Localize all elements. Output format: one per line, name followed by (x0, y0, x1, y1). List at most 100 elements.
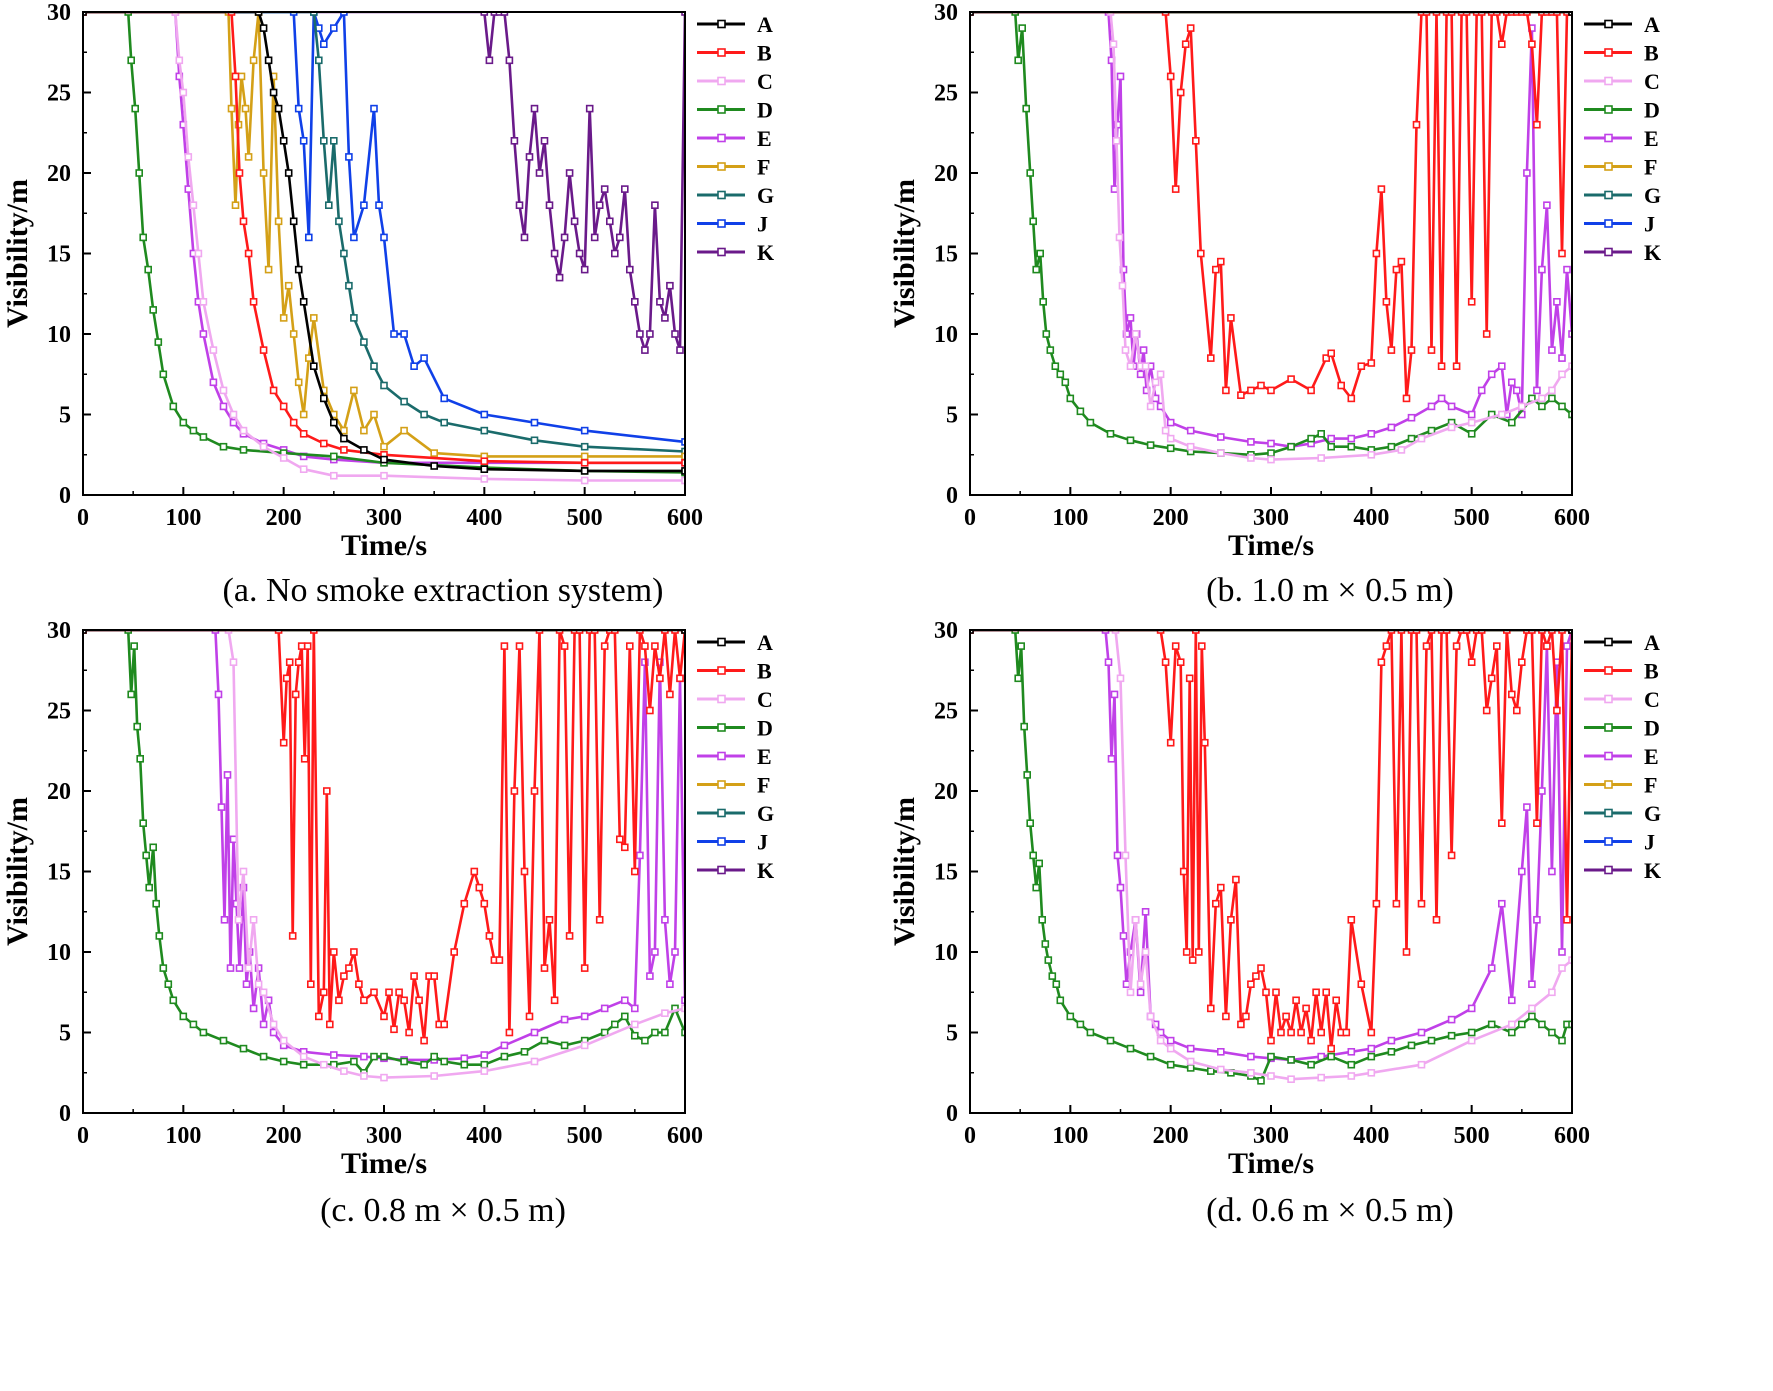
legend-marker-G (1604, 808, 1613, 818)
point-C (1417, 1060, 1426, 1069)
point-K (676, 346, 684, 354)
point-B (615, 835, 624, 844)
point-B (1322, 988, 1331, 997)
point-D (149, 843, 157, 852)
point-B (1317, 1028, 1326, 1037)
point-B (535, 630, 544, 634)
point-E (681, 996, 685, 1005)
point-B (1512, 706, 1521, 715)
legend-marker-K (717, 247, 726, 257)
point-D (1507, 418, 1516, 427)
point-C (1112, 137, 1121, 145)
point-D (130, 642, 138, 650)
x-tick-label: 200 (1153, 505, 1189, 531)
legend-label-C: C (757, 687, 773, 712)
point-B (1377, 185, 1386, 193)
legend-label-D: D (757, 716, 773, 741)
point-E (1447, 402, 1456, 411)
point-B (1247, 980, 1255, 989)
point-A (83, 12, 87, 16)
x-tick-label: 600 (1554, 1123, 1590, 1149)
legend-label-J: J (757, 830, 768, 855)
point-B (319, 439, 328, 448)
point-E (1113, 120, 1122, 129)
y-tick-label: 0 (59, 483, 71, 509)
point-C (380, 1073, 388, 1082)
point-B (1322, 354, 1331, 362)
point-E (1507, 996, 1516, 1005)
point-A (289, 217, 298, 226)
point-F (259, 169, 268, 177)
point-B (244, 249, 253, 258)
point-B (1517, 658, 1526, 667)
point-G (400, 397, 408, 406)
point-B (620, 843, 629, 852)
point-D (1307, 1060, 1315, 1069)
point-B (1462, 630, 1471, 634)
point-C (184, 153, 193, 161)
point-K (595, 201, 604, 209)
legend-label-E: E (757, 744, 772, 769)
point-B (1528, 630, 1536, 634)
point-D (1548, 1028, 1556, 1037)
point-D (1387, 1047, 1396, 1056)
point-E (1347, 434, 1356, 443)
point-D (169, 996, 178, 1005)
point-D (152, 899, 160, 908)
legend-label-F: F (757, 155, 770, 180)
point-E (530, 1028, 539, 1037)
point-E (1186, 1044, 1195, 1053)
point-C (189, 201, 198, 209)
point-B (1548, 630, 1556, 634)
point-F (249, 56, 258, 65)
point-C (269, 1020, 278, 1029)
point-B (1357, 362, 1366, 371)
legend-label-B: B (1644, 41, 1659, 66)
point-K (530, 104, 539, 113)
point-K (620, 185, 629, 193)
point-E (1107, 755, 1116, 763)
point-G (335, 217, 343, 226)
point-D (1029, 217, 1037, 226)
point-C (340, 1067, 348, 1075)
legend-label-K: K (757, 858, 774, 883)
y-tick-label: 10 (934, 322, 958, 348)
y-tick-label: 5 (59, 1021, 71, 1047)
point-D (1035, 859, 1043, 868)
x-tick-label: 200 (1153, 1123, 1189, 1149)
point-B (1252, 972, 1260, 980)
point-E (1538, 787, 1546, 795)
point-B (1216, 257, 1225, 266)
point-E (1558, 948, 1566, 956)
point-B (585, 630, 594, 634)
point-E (1247, 438, 1255, 446)
point-B (1477, 12, 1486, 16)
point-B (329, 948, 338, 956)
x-tick-label: 400 (466, 505, 502, 531)
point-D (179, 418, 188, 427)
point-B (610, 630, 619, 634)
point-D (480, 1060, 489, 1069)
x-tick-label: 400 (1353, 1123, 1389, 1149)
point-J (410, 362, 418, 371)
point-G (681, 447, 685, 456)
point-B (460, 899, 469, 908)
legend-label-F: F (1644, 773, 1657, 798)
point-B (1272, 988, 1280, 997)
point-J (340, 12, 348, 16)
point-J (480, 410, 489, 419)
point-D (1407, 1041, 1416, 1050)
point-B (1407, 630, 1416, 634)
point-J (375, 201, 383, 209)
point-C (1186, 442, 1195, 451)
point-D (460, 1060, 469, 1069)
point-B (430, 972, 439, 980)
point-B (1176, 88, 1185, 97)
chart-panel-a: 0 100 200 300 400 500 600 0 5 10 15 20 25 30 Time/s Vis… (0, 0, 886, 695)
chart-a-caption: (a. No smoke extraction system) (222, 572, 664, 609)
point-B (350, 948, 358, 956)
point-B (1543, 642, 1551, 650)
point-A (319, 394, 328, 403)
point-B (1200, 738, 1209, 747)
point-D (1046, 346, 1055, 354)
